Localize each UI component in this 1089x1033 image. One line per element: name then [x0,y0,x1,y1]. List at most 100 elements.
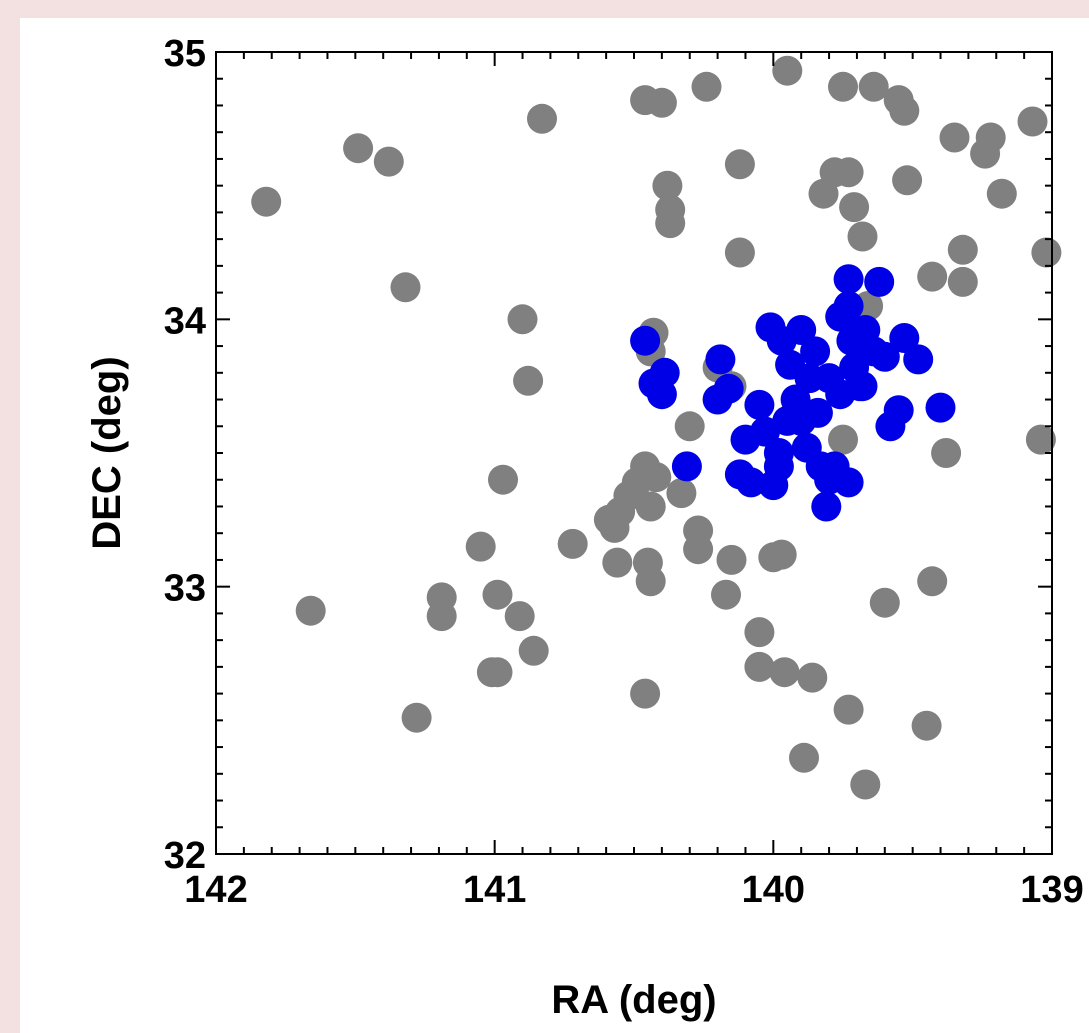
scatter-point-s0-0 [251,186,282,217]
scatter-point-s1-44 [925,392,956,423]
scatter-point-s1-38 [833,264,864,295]
scatter-point-s0-81 [970,138,1001,169]
scatter-point-s1-34 [847,371,878,402]
scatter-point-s0-5 [401,702,432,733]
scatter-point-s0-11 [476,657,507,688]
scatter-point-s0-67 [850,769,881,800]
scatter-point-s0-83 [1017,106,1048,137]
scatter-point-s0-73 [911,710,942,741]
scatter-point-s0-12 [488,464,518,495]
scatter-point-s0-68 [858,71,889,102]
scatter-point-s0-54 [772,55,803,86]
scatter-point-s0-37 [655,208,686,239]
scatter-point-s1-46 [775,349,806,380]
scatter-point-s0-85 [1031,237,1062,268]
scatter-point-s0-42 [691,71,722,102]
scatter-point-s1-33 [833,467,864,498]
scatter-point-s0-2 [373,146,404,177]
scatter-point-s0-82 [986,178,1017,209]
scatter-point-s0-50 [744,651,775,682]
tick-labels: 142 141 140 139 32 33 34 35 [164,33,1084,911]
scatter-point-s0-57 [797,662,828,693]
scatter-point-s1-5 [705,344,736,375]
scatter-point-s0-72 [883,85,914,116]
scatter-point-s0-63 [839,192,870,223]
scatter-point-s0-61 [828,424,858,455]
y-tick-label-1: 33 [164,568,206,610]
scatter-point-s0-78 [947,234,978,265]
scatter-point-s0-3 [390,272,421,303]
scatter-point-s0-76 [917,566,948,597]
scatter-point-s0-48 [724,237,755,268]
scatter-point-s0-34 [630,678,661,709]
scatter-point-s0-18 [557,528,588,559]
scatter-point-s1-20 [800,336,831,367]
scatter-point-s1-41 [883,395,914,426]
scatter-point-s0-56 [789,742,819,773]
scatter-point-s0-52 [766,539,797,570]
scatter-point-s0-8 [465,531,496,562]
scatter-point-s0-39 [674,411,705,442]
y-axis-title: DEC (deg) [85,356,129,549]
scatter-point-s0-74 [917,261,948,292]
x-tick-label-1: 141 [463,869,526,911]
scatter-point-s0-17 [527,103,557,134]
scatter-point-s0-24 [635,491,666,522]
scatter-points [251,55,1062,800]
scatter-point-s1-4 [671,451,702,482]
scatter-point-s0-65 [833,157,864,188]
scatter-point-s1-32 [811,491,842,522]
scatter-point-s0-38 [666,478,697,509]
x-tick-label-0: 142 [184,869,247,911]
scatter-point-s0-69 [869,587,900,618]
scatter-point-s1-42 [889,323,920,353]
scatter-point-s0-14 [507,304,538,335]
scatter-point-s0-79 [947,266,978,297]
scatter-chart: 142 141 140 139 32 33 34 35 RA (deg) DEC (deg) [85,33,1084,1022]
chart-panel: 142 141 140 139 32 33 34 35 RA (deg) DEC (deg) [20,18,1089,1033]
scatter-point-s0-1 [343,133,374,164]
scatter-point-s0-35 [652,170,683,201]
scatter-point-s0-77 [939,122,970,153]
x-axis-title: RA (deg) [551,978,716,1022]
scatter-point-s0-53 [769,657,800,688]
scatter-point-s1-37 [864,266,895,297]
x-tick-label-2: 140 [742,869,805,911]
scatter-point-s0-62 [833,694,864,725]
scatter-point-s0-27 [602,547,633,578]
scatter-point-s0-13 [504,601,535,632]
scatter-point-s1-7 [713,373,744,404]
scatter-point-s1-3 [649,357,680,388]
scatter-point-s0-60 [828,71,858,102]
scatter-point-s1-43 [903,344,934,375]
y-tick-label-2: 34 [164,300,206,342]
scatter-point-s0-75 [931,438,962,468]
y-tick-label-0: 32 [164,835,206,877]
scatter-point-s0-4 [295,595,326,626]
scatter-point-s0-7 [426,601,457,632]
scatter-point-s0-49 [744,617,775,648]
scatter-point-s0-31 [646,87,677,118]
scatter-point-s0-25 [641,462,672,493]
scatter-point-s0-70 [892,165,923,196]
scatter-point-s0-15 [513,365,544,396]
scatter-point-s1-49 [750,416,780,447]
scatter-point-s0-41 [683,534,714,565]
scatter-point-s0-44 [711,579,741,610]
scatter-point-s0-16 [518,635,549,666]
scatter-point-s0-64 [847,221,878,252]
scatter-point-s1-17 [786,315,817,345]
scatter-point-s1-9 [744,389,775,420]
scatter-point-s0-26 [593,504,624,535]
scatter-point-s0-47 [724,149,755,180]
scatter-point-s1-26 [833,291,864,321]
x-tick-label-3: 139 [1020,869,1083,911]
y-tick-label-3: 35 [164,33,206,75]
scatter-point-s0-43 [716,544,747,575]
scatter-point-s0-29 [635,566,666,597]
scatter-point-s1-0 [630,325,661,356]
axis-ticks [215,51,1053,855]
scatter-point-s0-84 [1025,424,1056,455]
scatter-point-s1-14 [763,438,794,468]
scatter-point-s1-45 [786,405,817,436]
